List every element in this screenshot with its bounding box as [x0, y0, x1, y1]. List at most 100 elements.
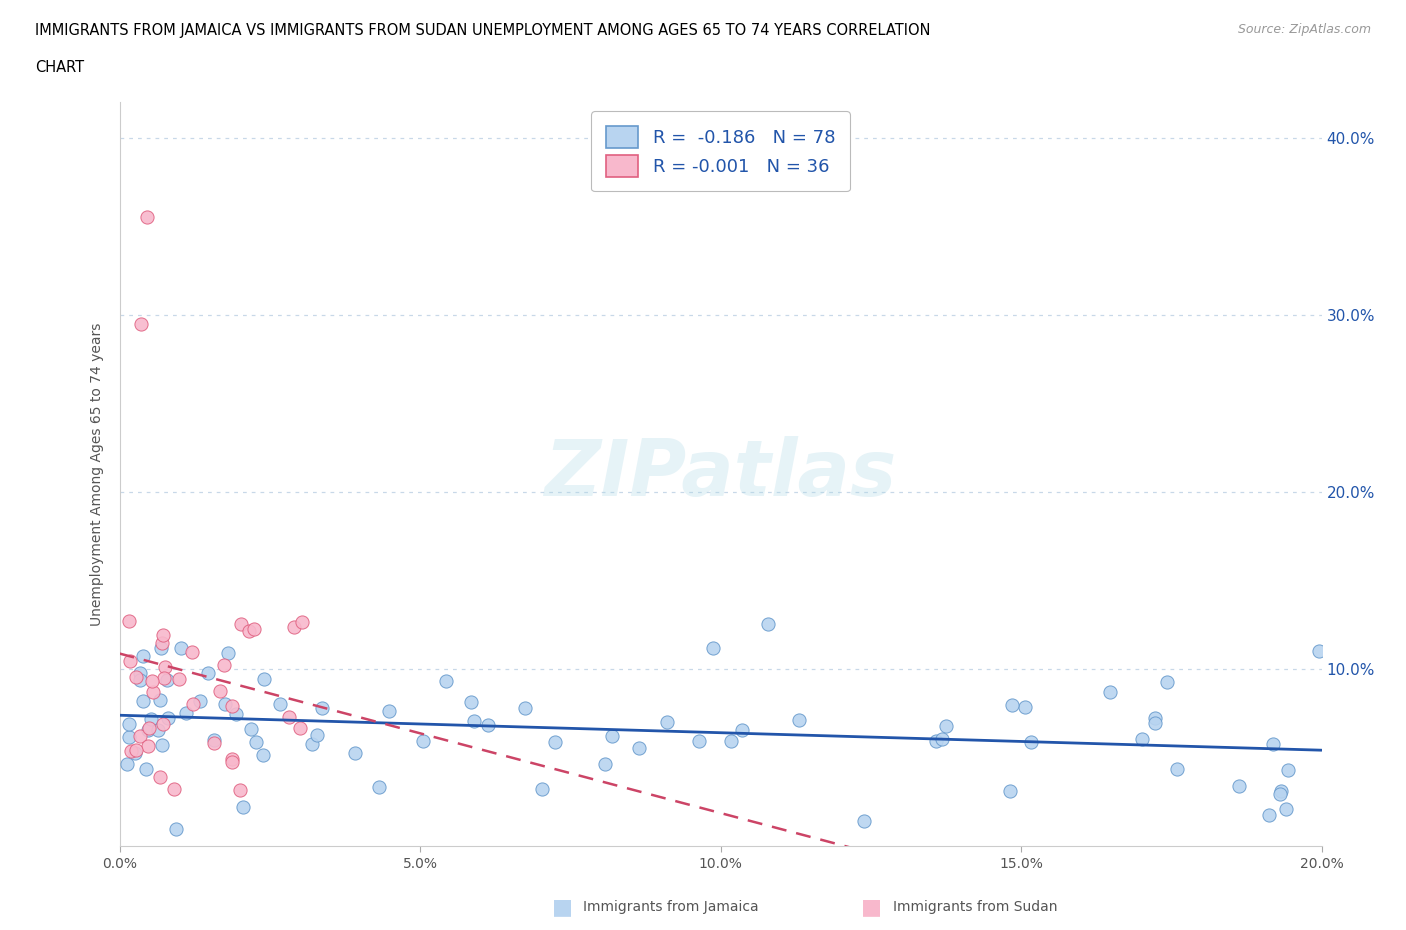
- Point: [307, 727, 329, 742]
- Text: ■: ■: [862, 897, 882, 917]
- Point: [731, 723, 754, 737]
- Point: [118, 614, 141, 629]
- Point: [176, 706, 198, 721]
- Point: [153, 671, 176, 685]
- Point: [378, 704, 401, 719]
- Point: [253, 671, 276, 686]
- Point: [787, 713, 810, 728]
- Point: [460, 695, 482, 710]
- Point: [1277, 762, 1299, 777]
- Text: ZIPatlas: ZIPatlas: [544, 436, 897, 512]
- Text: IMMIGRANTS FROM JAMAICA VS IMMIGRANTS FROM SUDAN UNEMPLOYMENT AMONG AGES 65 TO 7: IMMIGRANTS FROM JAMAICA VS IMMIGRANTS FR…: [35, 23, 931, 38]
- Point: [311, 700, 333, 715]
- Point: [600, 728, 623, 743]
- Point: [720, 733, 742, 748]
- Point: [1227, 778, 1250, 793]
- Point: [120, 744, 142, 759]
- Point: [1270, 787, 1292, 802]
- Point: [288, 720, 311, 735]
- Text: CHART: CHART: [35, 60, 84, 75]
- Point: [655, 715, 678, 730]
- Point: [291, 615, 314, 630]
- Point: [221, 754, 243, 769]
- Point: [1261, 737, 1284, 751]
- Point: [239, 721, 262, 736]
- Point: [931, 732, 953, 747]
- Point: [149, 769, 172, 784]
- Point: [245, 735, 267, 750]
- Point: [1156, 674, 1178, 689]
- Point: [243, 621, 266, 636]
- Point: [156, 711, 179, 725]
- Point: [152, 716, 174, 731]
- Point: [1099, 684, 1122, 699]
- Legend: R =  -0.186   N = 78, R = -0.001   N = 36: R = -0.186 N = 78, R = -0.001 N = 36: [592, 112, 849, 192]
- Y-axis label: Unemployment Among Ages 65 to 74 years: Unemployment Among Ages 65 to 74 years: [90, 323, 104, 626]
- Point: [146, 722, 169, 737]
- Point: [283, 619, 305, 634]
- Point: [129, 316, 152, 331]
- Text: Immigrants from Jamaica: Immigrants from Jamaica: [583, 899, 759, 914]
- Point: [1270, 783, 1292, 798]
- Point: [132, 694, 155, 709]
- Point: [1166, 762, 1188, 777]
- Point: [124, 745, 146, 760]
- Point: [149, 641, 172, 656]
- Point: [138, 721, 160, 736]
- Point: [925, 734, 948, 749]
- Point: [138, 723, 160, 737]
- Point: [278, 710, 301, 724]
- Point: [368, 779, 391, 794]
- Point: [163, 781, 186, 796]
- Point: [1143, 715, 1166, 730]
- Point: [1014, 699, 1036, 714]
- Point: [1257, 808, 1279, 823]
- Point: [120, 654, 142, 669]
- Point: [688, 734, 710, 749]
- Point: [129, 672, 152, 687]
- Point: [136, 738, 159, 753]
- Point: [208, 684, 231, 698]
- Point: [238, 624, 260, 639]
- Point: [149, 693, 172, 708]
- Point: [181, 697, 204, 711]
- Point: [129, 665, 152, 680]
- Point: [118, 716, 141, 731]
- Point: [131, 648, 153, 663]
- Point: [229, 783, 252, 798]
- Point: [1001, 698, 1024, 712]
- Point: [152, 635, 174, 650]
- Point: [135, 210, 157, 225]
- Point: [150, 737, 173, 752]
- Point: [221, 698, 243, 713]
- Point: [202, 736, 225, 751]
- Point: [463, 713, 485, 728]
- Point: [135, 762, 157, 777]
- Point: [212, 658, 235, 672]
- Point: [998, 784, 1021, 799]
- Point: [513, 701, 536, 716]
- Point: [531, 782, 554, 797]
- Point: [118, 729, 141, 744]
- Point: [1308, 644, 1330, 658]
- Point: [1275, 802, 1298, 817]
- Point: [269, 697, 291, 711]
- Point: [167, 671, 190, 686]
- Point: [702, 641, 724, 656]
- Point: [217, 645, 239, 660]
- Point: [1143, 711, 1166, 725]
- Point: [165, 821, 187, 836]
- Point: [853, 813, 876, 828]
- Point: [128, 728, 150, 743]
- Point: [202, 733, 225, 748]
- Point: [170, 640, 193, 655]
- Text: Immigrants from Sudan: Immigrants from Sudan: [893, 899, 1057, 914]
- Text: Source: ZipAtlas.com: Source: ZipAtlas.com: [1237, 23, 1371, 36]
- Point: [153, 659, 176, 674]
- Point: [125, 742, 148, 757]
- Point: [1130, 731, 1153, 746]
- Point: [544, 735, 567, 750]
- Point: [756, 617, 779, 631]
- Point: [156, 672, 179, 687]
- Point: [197, 666, 219, 681]
